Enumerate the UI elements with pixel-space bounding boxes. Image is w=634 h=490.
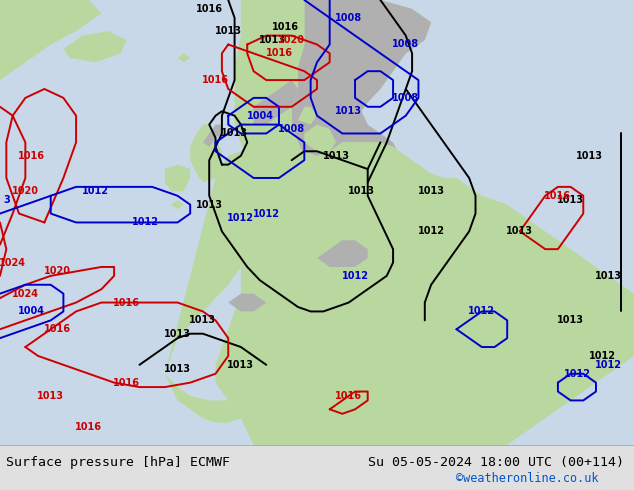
Polygon shape xyxy=(216,143,634,445)
Text: ©weatheronline.co.uk: ©weatheronline.co.uk xyxy=(456,472,599,486)
Polygon shape xyxy=(241,0,431,178)
Text: 1012: 1012 xyxy=(595,360,622,370)
Text: 1024: 1024 xyxy=(0,258,26,268)
Text: 1020: 1020 xyxy=(278,35,305,45)
Polygon shape xyxy=(178,53,190,62)
Text: 1013: 1013 xyxy=(507,226,533,236)
Text: 1013: 1013 xyxy=(190,316,216,325)
Text: 1013: 1013 xyxy=(164,329,191,339)
Text: 1013: 1013 xyxy=(557,316,584,325)
Polygon shape xyxy=(292,0,431,178)
Text: 1013: 1013 xyxy=(323,151,349,161)
Text: 1013: 1013 xyxy=(196,199,223,210)
Polygon shape xyxy=(235,0,330,205)
Text: 1008: 1008 xyxy=(278,124,305,134)
Polygon shape xyxy=(0,0,51,67)
Text: 1013: 1013 xyxy=(348,186,375,196)
Polygon shape xyxy=(165,165,190,191)
Polygon shape xyxy=(171,200,184,209)
Polygon shape xyxy=(317,240,368,267)
Polygon shape xyxy=(165,178,412,432)
Text: 1016: 1016 xyxy=(75,422,102,432)
Text: 1013: 1013 xyxy=(164,364,191,374)
Text: 1013: 1013 xyxy=(335,106,362,116)
Text: 1013: 1013 xyxy=(418,186,444,196)
Text: 1020: 1020 xyxy=(44,267,70,276)
Polygon shape xyxy=(190,124,222,182)
Text: 3: 3 xyxy=(3,195,10,205)
Text: 1004: 1004 xyxy=(18,306,45,317)
Polygon shape xyxy=(317,143,399,178)
Text: 1016: 1016 xyxy=(18,151,45,161)
Text: 1008: 1008 xyxy=(392,93,419,103)
Text: 1016: 1016 xyxy=(202,75,229,85)
Text: 1016: 1016 xyxy=(44,324,70,334)
Text: 1008: 1008 xyxy=(392,40,419,49)
Text: 1012: 1012 xyxy=(82,186,108,196)
Text: 1024: 1024 xyxy=(12,289,39,298)
Text: 1012: 1012 xyxy=(253,209,280,219)
Polygon shape xyxy=(298,107,317,124)
Text: 1013: 1013 xyxy=(228,360,254,370)
Text: 1012: 1012 xyxy=(469,306,495,317)
Polygon shape xyxy=(203,124,222,147)
Text: 1016: 1016 xyxy=(113,378,140,388)
Text: 1004: 1004 xyxy=(247,111,273,121)
Polygon shape xyxy=(254,80,298,124)
Text: 1013: 1013 xyxy=(37,391,64,401)
Polygon shape xyxy=(63,31,127,62)
Text: 1016: 1016 xyxy=(113,297,140,308)
Text: Su 05-05-2024 18:00 UTC (00+114): Su 05-05-2024 18:00 UTC (00+114) xyxy=(368,457,624,469)
Text: 1020: 1020 xyxy=(12,186,39,196)
Text: 1016: 1016 xyxy=(196,4,223,14)
Polygon shape xyxy=(235,0,330,205)
Text: 1012: 1012 xyxy=(589,351,616,361)
Text: 1012: 1012 xyxy=(228,213,254,223)
Polygon shape xyxy=(228,294,266,312)
Text: 1013: 1013 xyxy=(259,35,286,45)
Text: 1013: 1013 xyxy=(576,151,603,161)
Text: 1012: 1012 xyxy=(342,271,368,281)
Text: 1008: 1008 xyxy=(335,13,362,23)
Text: 1016: 1016 xyxy=(335,391,362,401)
Text: 1012: 1012 xyxy=(418,226,444,236)
Text: Surface pressure [hPa] ECMWF: Surface pressure [hPa] ECMWF xyxy=(6,457,230,469)
Text: 1013: 1013 xyxy=(215,26,242,36)
Polygon shape xyxy=(304,124,336,151)
Polygon shape xyxy=(0,0,101,80)
Text: 1013: 1013 xyxy=(557,195,584,205)
Text: 1016: 1016 xyxy=(266,49,292,58)
Text: 1016: 1016 xyxy=(545,191,571,201)
Polygon shape xyxy=(317,222,368,294)
Polygon shape xyxy=(330,312,355,329)
Text: 1016: 1016 xyxy=(272,22,299,32)
Text: 1012: 1012 xyxy=(564,369,590,379)
Text: 1013: 1013 xyxy=(221,128,248,139)
Text: 1013: 1013 xyxy=(595,271,622,281)
Text: 1012: 1012 xyxy=(133,218,159,227)
